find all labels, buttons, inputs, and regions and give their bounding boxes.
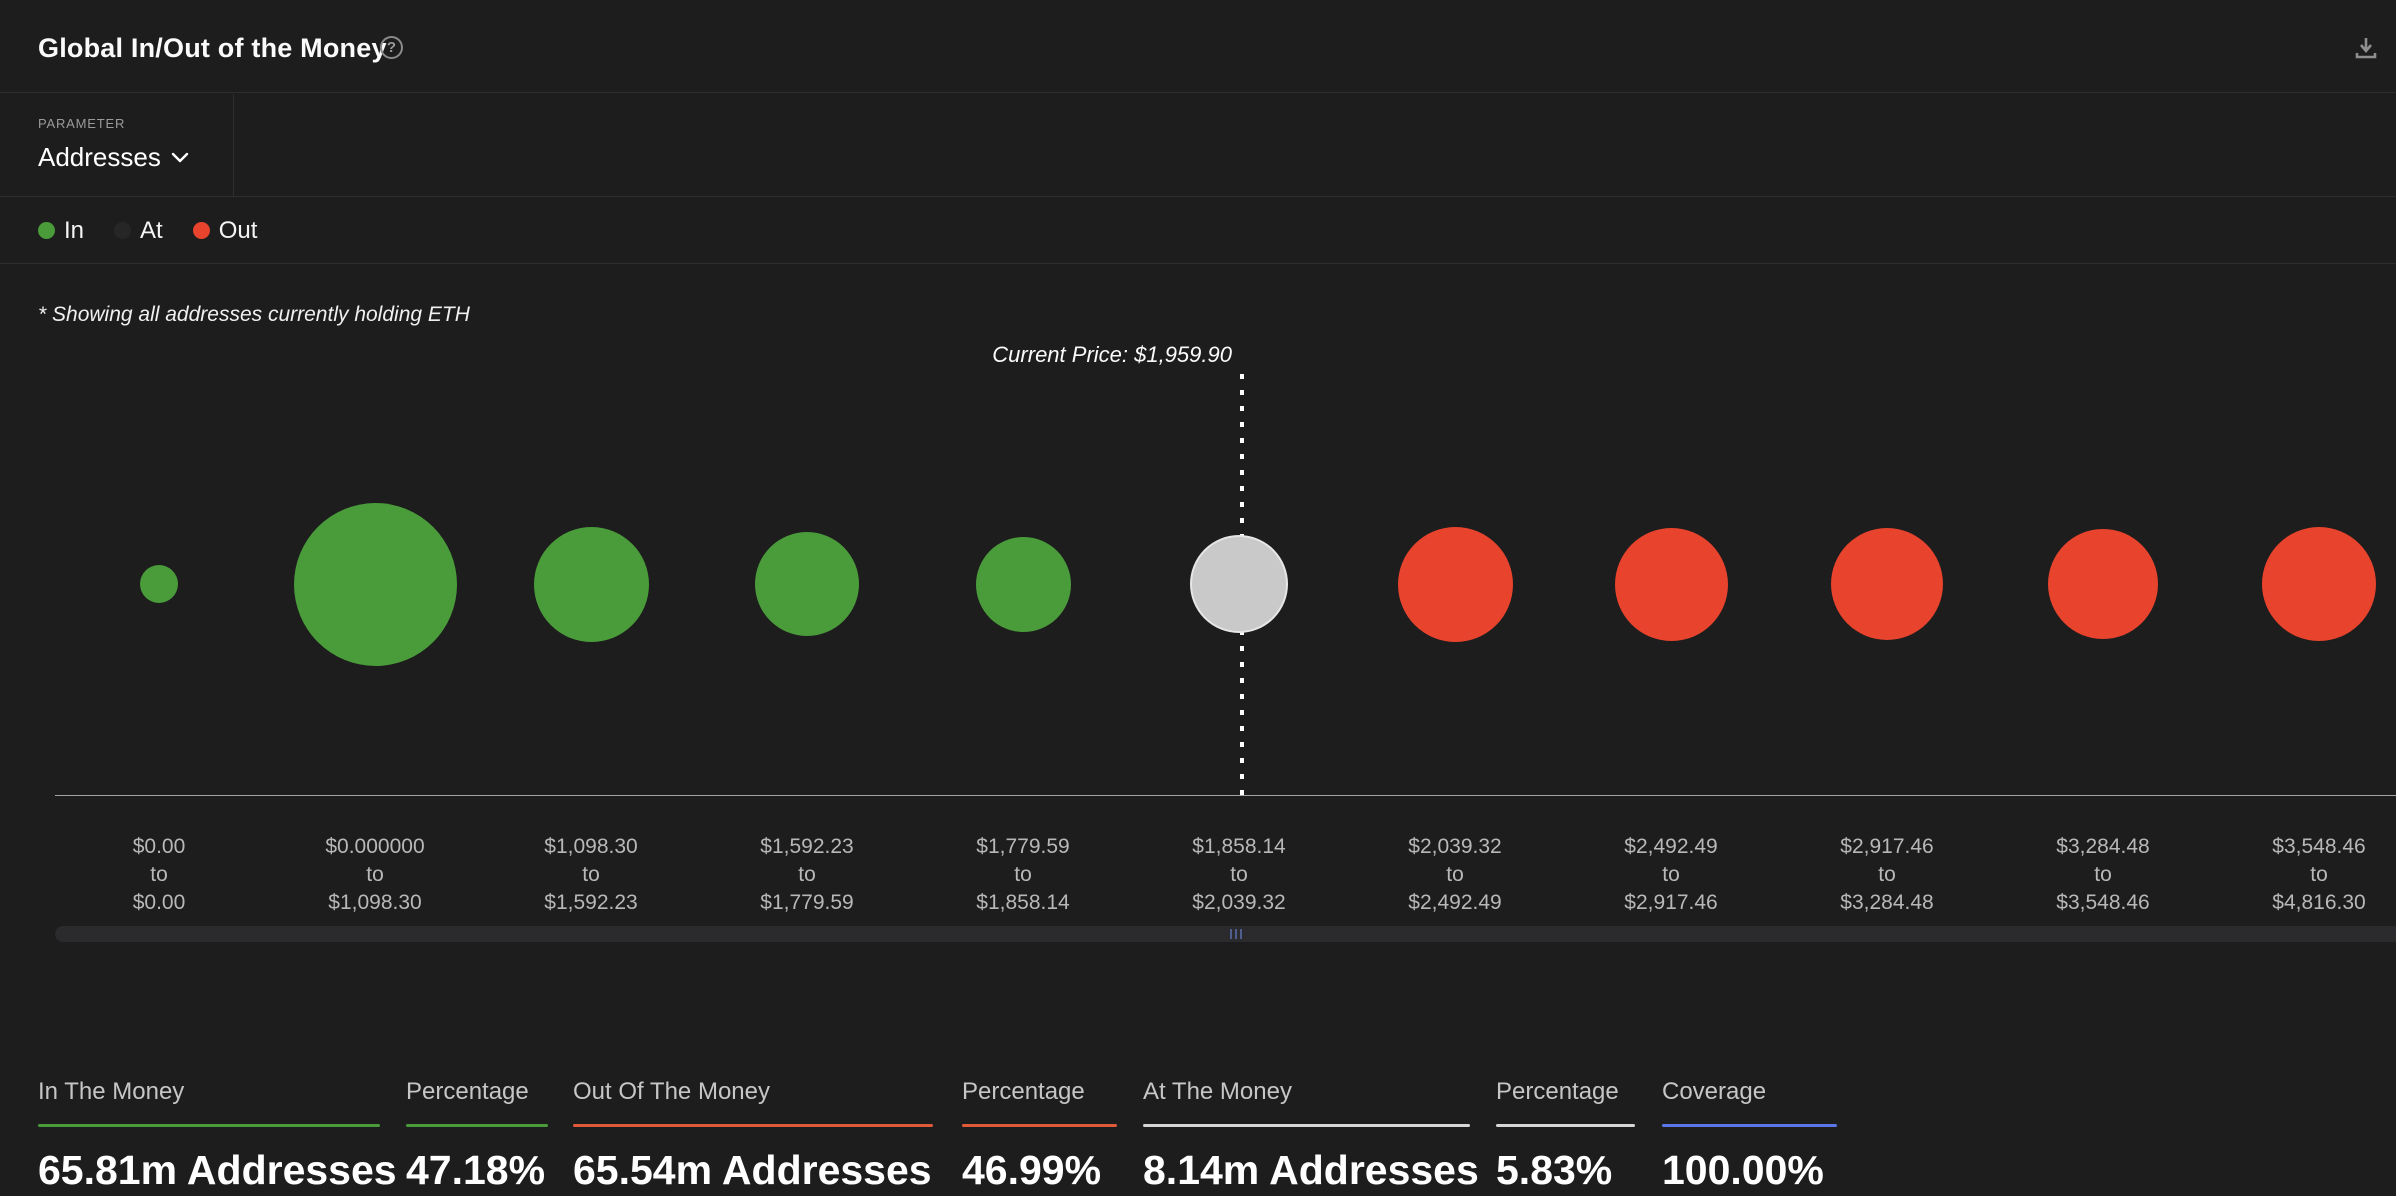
bubble-out-8[interactable]	[1831, 528, 1943, 640]
stat-value: 46.99%	[962, 1147, 1102, 1193]
legend-dot-icon	[38, 222, 55, 239]
x-axis-label-10: $3,548.46 to $4,816.30	[2272, 835, 2366, 914]
chart-note: * Showing all addresses currently holdin…	[38, 303, 470, 326]
stat-label: Percentage	[962, 1078, 1085, 1105]
x-axis-label-8: $2,917.46 to $3,284.48	[1840, 835, 1934, 914]
download-icon[interactable]	[2352, 34, 2380, 62]
stat-value: 5.83%	[1496, 1147, 1613, 1193]
stat-out-of-the-money: Out Of The Money 65.54m Addresses	[573, 1078, 933, 1194]
x-axis-line	[55, 795, 2396, 796]
drag-handle-icon[interactable]	[1230, 929, 1242, 939]
x-axis-label-6: $2,039.32 to $2,492.49	[1408, 835, 1502, 914]
x-axis-label-2: $1,098.30 to $1,592.23	[544, 835, 638, 914]
stat-percentage: Percentage 5.83%	[1496, 1078, 1635, 1194]
stat-label: Out Of The Money	[573, 1078, 770, 1105]
legend-item-label: At	[140, 216, 163, 244]
bubble-at-5[interactable]	[1190, 535, 1288, 633]
bubble-in-4[interactable]	[975, 536, 1071, 632]
bubble-in-2[interactable]	[533, 526, 649, 642]
legend-item-out[interactable]: Out	[192, 216, 258, 245]
stat-value: 47.18%	[406, 1147, 546, 1193]
stat-underline	[1662, 1124, 1837, 1127]
stat-value: 8.14m Addresses	[1143, 1147, 1479, 1193]
help-icon[interactable]: ?	[380, 36, 403, 59]
bubble-in-1[interactable]	[293, 502, 457, 666]
legend-dot-icon	[114, 222, 132, 239]
x-axis-label-4: $1,779.59 to $1,858.14	[976, 835, 1070, 914]
stat-value: 100.00%	[1662, 1147, 1824, 1193]
legend-item-at[interactable]: At	[114, 217, 163, 245]
stat-value: 65.54m Addresses	[573, 1147, 932, 1193]
stat-label: In The Money	[38, 1078, 185, 1105]
legend: In At Out	[0, 198, 2396, 264]
x-axis-label-3: $1,592.23 to $1,779.59	[760, 835, 854, 914]
page-title: Global In/Out of the Money	[38, 33, 387, 63]
stat-label: Coverage	[1662, 1078, 1767, 1105]
stat-at-the-money: At The Money 8.14m Addresses	[1143, 1078, 1479, 1194]
stat-underline	[406, 1124, 548, 1127]
bubble-in-0[interactable]	[140, 565, 178, 603]
x-axis-label-7: $2,492.49 to $2,917.46	[1624, 835, 1718, 914]
legend-dot-icon	[192, 222, 210, 239]
stat-underline	[1143, 1124, 1470, 1127]
x-axis-label-5: $1,858.14 to $2,039.32	[1192, 835, 1286, 914]
stat-coverage: Coverage 100.00%	[1662, 1078, 1837, 1194]
stat-label: Percentage	[1496, 1078, 1619, 1105]
bubble-in-3[interactable]	[755, 532, 859, 636]
stat-percentage: Percentage 46.99%	[962, 1078, 1117, 1194]
x-axis-label-0: $0.00 to $0.00	[132, 835, 186, 914]
parameter-cell: PARAMETER Addresses	[0, 94, 234, 197]
stat-label: Percentage	[406, 1078, 529, 1105]
x-axis-label-9: $3,284.48 to $3,548.46	[2056, 835, 2150, 914]
parameter-value: Addresses	[38, 142, 161, 172]
bubble-out-9[interactable]	[2048, 529, 2158, 639]
stat-underline	[962, 1124, 1117, 1127]
stat-underline	[573, 1124, 933, 1127]
stat-underline	[1496, 1124, 1635, 1127]
current-price-label: Current Price: $1,959.90	[992, 342, 1232, 367]
bubble-out-7[interactable]	[1614, 527, 1728, 641]
chevron-down-icon	[171, 152, 189, 163]
stat-underline	[38, 1124, 380, 1127]
stat-label: At The Money	[1143, 1078, 1292, 1105]
stat-value: 65.81m Addresses	[38, 1147, 397, 1193]
panel-header: Global In/Out of the Money ?	[0, 0, 2396, 93]
parameter-label: PARAMETER	[38, 116, 126, 131]
stat-percentage: Percentage 47.18%	[406, 1078, 548, 1194]
chart-scrollbar[interactable]	[55, 926, 2396, 942]
bubble-out-6[interactable]	[1397, 526, 1513, 642]
parameter-dropdown[interactable]: Addresses	[38, 142, 189, 173]
parameter-row: PARAMETER Addresses	[0, 94, 2396, 197]
stat-in-the-money: In The Money 65.81m Addresses	[38, 1078, 397, 1194]
legend-item-in[interactable]: In	[38, 217, 84, 245]
x-axis-label-1: $0.000000 to $1,098.30	[325, 835, 425, 914]
legend-item-label: Out	[218, 216, 258, 244]
legend-item-label: In	[64, 216, 85, 244]
bubble-out-10[interactable]	[2262, 527, 2376, 641]
